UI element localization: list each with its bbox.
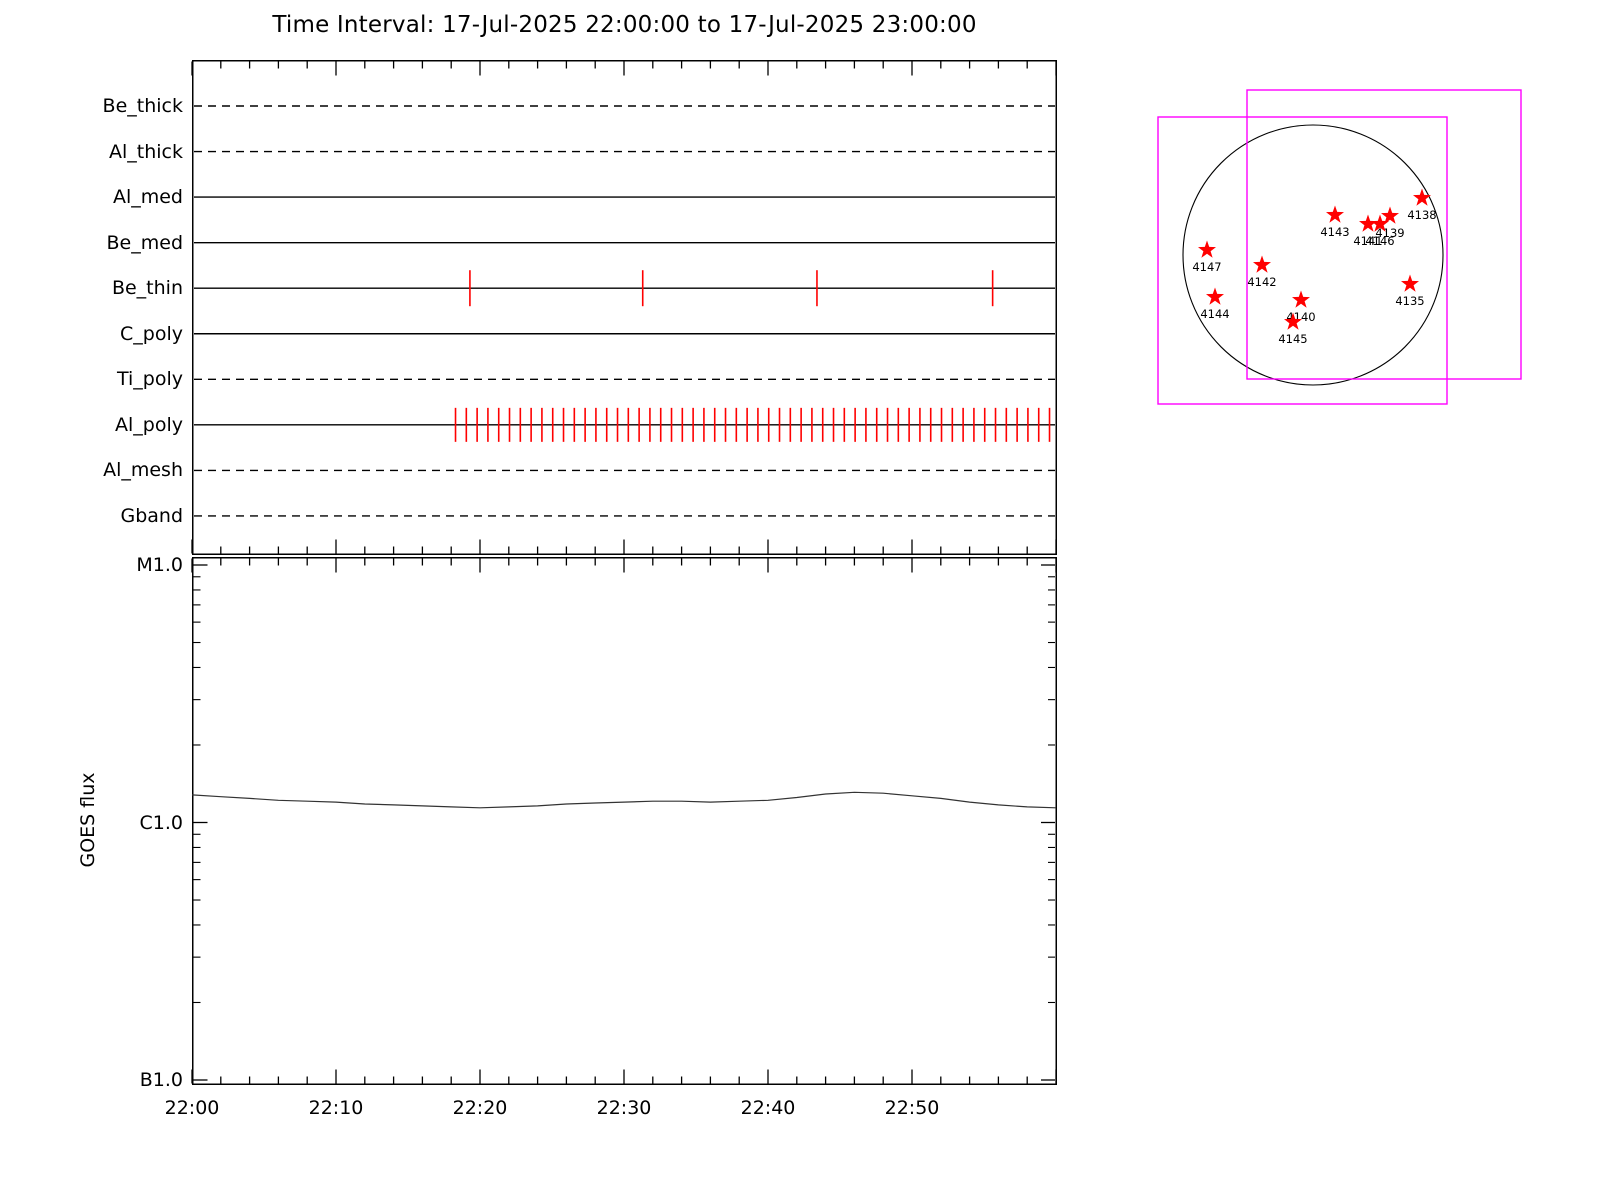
channel-label-al_mesh: Al_mesh [103, 459, 183, 482]
channel-label-gband: Gband [120, 504, 183, 527]
active-region-star-4141 [1359, 214, 1377, 232]
channel-label-be_thin: Be_thin [111, 277, 183, 300]
channel-label-al_thick: Al_thick [109, 140, 183, 163]
goes-frame [192, 557, 1057, 1085]
active-region-label-4142: 4142 [1247, 275, 1276, 289]
active-region-star-4142 [1253, 255, 1271, 273]
active-region-star-4147 [1198, 240, 1216, 258]
channel-label-al_poly: Al_poly [115, 413, 183, 436]
active-region-star-4135 [1401, 274, 1419, 292]
time-tick-label-2220: 22:20 [452, 1097, 508, 1119]
active-region-star-4146 [1371, 214, 1389, 232]
timeline-time-ticks [191, 61, 1057, 554]
timeline-frame [192, 60, 1057, 555]
active-region-label-4144: 4144 [1200, 307, 1229, 321]
goes-ytick-label-b1.0: B1.0 [139, 1069, 183, 1091]
fov-box-2 [1246, 89, 1522, 380]
time-tick-label-2240: 22:40 [740, 1097, 796, 1119]
filter-timeline-plot [191, 60, 1057, 555]
channel-label-al_med: Al_med [112, 186, 183, 209]
channel-label-be_thick: Be_thick [102, 95, 183, 117]
channel-label-c_poly: C_poly [120, 322, 183, 345]
active-region-label-4143: 4143 [1320, 225, 1349, 239]
time-tick-label-2230: 22:30 [596, 1097, 652, 1119]
fov-box-1 [1157, 116, 1448, 405]
filter-channel-lines [194, 105, 1055, 517]
page-title: Time Interval: 17-Jul-2025 22:00:00 to 1… [272, 12, 977, 38]
goes-flux-curve [191, 791, 1057, 809]
active-region-star-4145 [1284, 312, 1302, 330]
active-region-star-4138 [1413, 188, 1431, 206]
active-region-star-4139 [1381, 206, 1399, 224]
active-region-label-4138: 4138 [1407, 208, 1436, 222]
solar-limb-circle [1182, 124, 1444, 386]
active-region-star-4140 [1292, 290, 1310, 308]
time-tick-label-2250: 22:50 [884, 1097, 940, 1119]
active-region-label-4145: 4145 [1278, 332, 1307, 346]
goes-flux-plot [191, 557, 1057, 1085]
goes-ytick-label-m1.0: M1.0 [136, 554, 183, 576]
time-tick-label-2210: 22:10 [308, 1097, 364, 1119]
goes-flux-axis-label: GOES flux [77, 772, 99, 868]
channel-label-be_med: Be_med [106, 231, 183, 254]
exposure-event-ticks [454, 270, 1051, 442]
active-region-label-4141: 4141 [1353, 234, 1382, 248]
goes-flux-ticks [193, 564, 1055, 1081]
active-region-star-4144 [1206, 287, 1224, 305]
channel-label-ti_poly: Ti_poly [116, 368, 183, 391]
goes-time-ticks [191, 558, 1057, 1084]
active-region-label-4146: 4146 [1365, 234, 1394, 248]
goes-ytick-label-c1.0: C1.0 [139, 811, 183, 834]
active-region-label-4135: 4135 [1395, 294, 1424, 308]
time-tick-label-2200: 22:00 [164, 1097, 220, 1119]
active-region-star-4143 [1326, 205, 1344, 223]
active-region-label-4147: 4147 [1192, 260, 1221, 274]
